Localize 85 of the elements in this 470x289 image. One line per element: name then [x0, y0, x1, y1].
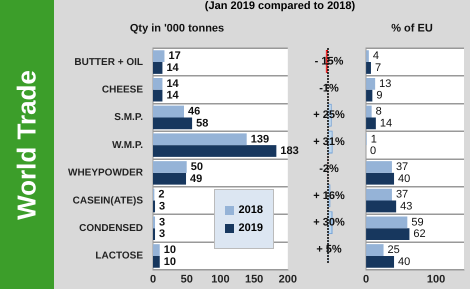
x-tick-label: 200 — [278, 273, 298, 286]
legend-label: 2018 — [238, 204, 263, 216]
data-label: 183 — [280, 145, 299, 158]
data-label: 2 — [158, 188, 164, 201]
bar — [366, 228, 410, 240]
bar — [366, 90, 372, 102]
data-label: 59 — [411, 216, 424, 228]
data-label: 37 — [396, 188, 408, 201]
legend-label: 2019 — [238, 222, 263, 234]
data-label: 25 — [388, 244, 400, 256]
chart-title: Qty in '000 tonnes — [130, 22, 224, 35]
x-tick-label: 100 — [211, 273, 230, 286]
bar — [153, 117, 192, 130]
data-label: 3 — [159, 200, 166, 212]
data-label: 8 — [376, 106, 382, 118]
data-label: 0 — [370, 145, 376, 158]
data-label: + 30% — [313, 216, 345, 229]
y-tick-label: CASEIN(ATE)S — [72, 195, 144, 206]
data-label: 40 — [398, 256, 410, 268]
y-tick-label: BUTTER + OIL — [74, 56, 143, 68]
x-tick-label: 100 — [426, 273, 446, 286]
bar — [366, 161, 392, 173]
text: World Trade — [12, 70, 42, 220]
data-label: 10 — [164, 244, 176, 256]
bar — [366, 78, 376, 90]
data-label: -1% — [319, 82, 339, 94]
data-label: 1 — [370, 133, 377, 146]
bar — [366, 200, 396, 212]
data-label: + 25% — [313, 109, 345, 122]
bar — [366, 244, 384, 256]
bar — [153, 50, 164, 62]
data-label: 62 — [413, 228, 426, 240]
bar — [153, 106, 184, 118]
data-label: + 16% — [313, 190, 345, 202]
x-tick-label: 0 — [362, 273, 370, 286]
data-label: 3 — [159, 228, 166, 240]
data-label: 14 — [166, 62, 180, 74]
y-tick-label: CONDENSED — [79, 223, 143, 234]
x-tick-label: 50 — [180, 273, 193, 286]
data-label: 10 — [164, 256, 176, 268]
bar — [153, 256, 160, 268]
data-label: 49 — [190, 172, 202, 185]
data-label: 9 — [376, 90, 382, 102]
data-label: 139 — [250, 133, 270, 146]
bar — [366, 216, 408, 228]
bar — [153, 78, 162, 90]
data-label: 13 — [379, 78, 392, 90]
bar — [366, 256, 394, 268]
bar — [153, 133, 247, 146]
y-tick-label: LACTOSE — [95, 250, 144, 262]
data-label: 14 — [166, 78, 180, 90]
x-tick-label: 0 — [150, 273, 156, 286]
data-label: 40 — [398, 172, 410, 185]
data-label: + 31% — [313, 136, 345, 148]
bar — [153, 90, 162, 102]
x-tick-label: 150 — [244, 273, 264, 286]
bar — [153, 145, 276, 157]
chart-title: % of EU — [391, 22, 433, 35]
data-label: 3 — [159, 216, 166, 228]
bar — [153, 161, 187, 173]
data-label: 50 — [190, 160, 203, 173]
bar — [366, 117, 376, 130]
data-label: -2% — [319, 162, 339, 175]
data-label: 14 — [166, 90, 180, 102]
y-tick-label: W.M.P. — [112, 140, 144, 151]
bar — [366, 106, 372, 118]
data-label: 17 — [168, 50, 181, 62]
y-tick-label: CHEESE — [102, 84, 144, 96]
data-label: 37 — [396, 160, 408, 173]
bar — [153, 62, 162, 74]
data-label: 58 — [196, 117, 208, 130]
bar — [153, 172, 186, 185]
data-label: 46 — [188, 106, 200, 118]
data-label: + 5% — [316, 244, 342, 256]
data-label: 4 — [372, 50, 379, 62]
bar — [366, 188, 392, 201]
text: (Jan 2019 compared to 2018) — [204, 0, 356, 12]
data-label: 7 — [374, 62, 382, 74]
bar — [153, 244, 160, 256]
data-label: 43 — [400, 200, 412, 212]
bar — [366, 62, 371, 74]
data-label: 14 — [380, 117, 392, 130]
y-tick-label: WHEYPOWDER — [68, 168, 144, 179]
bar — [366, 172, 394, 185]
y-tick-label: S.M.P. — [114, 112, 144, 124]
